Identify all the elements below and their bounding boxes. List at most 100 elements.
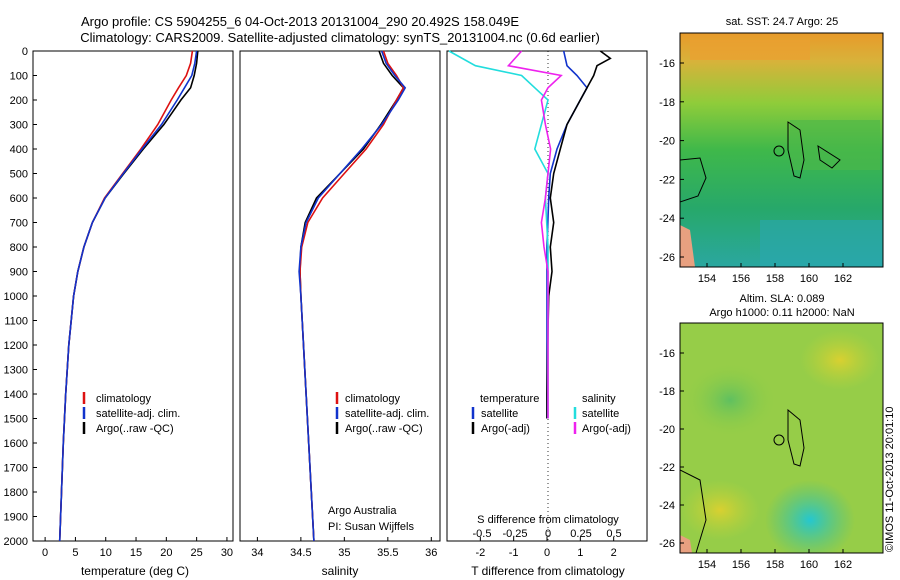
temperature-xlabel: temperature (deg C) xyxy=(81,564,189,578)
temperature-tick-label: 30 xyxy=(221,547,233,559)
temperature-tick-label: 10 xyxy=(100,547,112,559)
legend-title-salinity: salinity xyxy=(582,393,616,405)
coastline xyxy=(680,469,707,553)
salinity-tick-label: 36 xyxy=(425,547,437,559)
diff-tick-label: -2 xyxy=(475,547,485,559)
argo-australia-note: Argo Australia xyxy=(328,505,397,517)
map-lat-label: -20 xyxy=(659,424,675,436)
temperature-tick-label: 5 xyxy=(72,547,78,559)
temperature-tick-label: 25 xyxy=(191,547,203,559)
reef-outline xyxy=(787,121,805,179)
depth-tick-label: 0 xyxy=(22,46,28,58)
sdiff-tick-label: 0 xyxy=(545,528,551,540)
map-lat-label: -16 xyxy=(659,58,675,70)
depth-tick-label: 2000 xyxy=(4,536,28,548)
map-lon-label: 154 xyxy=(698,559,716,571)
land xyxy=(680,535,692,553)
legend-label-satellite: satellite-adj. clim. xyxy=(345,408,429,420)
depth-tick-label: 1100 xyxy=(4,316,28,328)
sla-map: Altim. SLA: 0.089 Argo h1000: 0.11 h2000… xyxy=(659,293,884,571)
salinity-tick-label: 35 xyxy=(338,547,350,559)
depth-tick-label: 1400 xyxy=(4,389,28,401)
argo-position-marker xyxy=(773,434,785,446)
coastline xyxy=(680,157,707,203)
depth-tick-label: 1700 xyxy=(4,463,28,475)
difference-panel: -2 -1 0 1 2 -0.5 -0.25 0 0.25 0.5 S difference fr… xyxy=(446,50,648,578)
sla-eddy xyxy=(680,360,780,440)
sst-patch xyxy=(760,220,883,267)
map-lon-label: 160 xyxy=(800,559,818,571)
sdiff-tick-label: -0.5 xyxy=(473,528,492,540)
salinity-tick-label: 34.5 xyxy=(290,547,311,559)
figure-title-line2: Climatology: CARS2009. Satellite-adjuste… xyxy=(80,30,600,45)
temperature-panel: 0100200300400500600700800900100011001200… xyxy=(4,46,451,578)
map-lat-label: -18 xyxy=(659,97,675,109)
temperature-series-1 xyxy=(58,50,198,542)
temperature-lines xyxy=(58,50,199,542)
t-difference-label: T difference from climatology xyxy=(471,564,625,578)
temperature-tick-label: 15 xyxy=(130,547,142,559)
depth-tick-label: 1300 xyxy=(4,365,28,377)
reef-outline xyxy=(787,408,805,467)
legend-label-s-argo: Argo(-adj) xyxy=(582,423,631,435)
map-lat-label: -26 xyxy=(659,538,675,550)
salinity-legend: climatology satellite-adj. clim. Argo(..… xyxy=(335,392,429,435)
difference-x-axis: -2 -1 0 1 2 -0.5 -0.25 0 0.25 0.5 xyxy=(473,528,622,559)
difference-series-3 xyxy=(506,50,563,419)
sla-map-title1: Altim. SLA: 0.089 xyxy=(740,293,825,305)
temperature-tick-label: 0 xyxy=(42,547,48,559)
map-lat-label: -20 xyxy=(659,136,675,148)
depth-tick-label: 700 xyxy=(10,218,28,230)
map-lat-label: -18 xyxy=(659,386,675,398)
map-lat-label: -16 xyxy=(659,348,675,360)
salinity-x-axis: 34 34.5 35 35.5 36 xyxy=(251,537,437,559)
depth-tick-label: 800 xyxy=(10,242,28,254)
temperature-axes xyxy=(32,50,234,542)
legend-label-s-satellite: satellite xyxy=(582,408,619,420)
sdiff-tick-label: 0.25 xyxy=(570,528,591,540)
map-lat-label: -24 xyxy=(659,213,675,225)
depth-tick-label: 1000 xyxy=(4,291,28,303)
sla-eddy xyxy=(680,480,760,540)
sst-map-frame xyxy=(679,32,884,268)
sst-map: sat. SST: 24.7 Argo: 25 -16-18-20-22-24-… xyxy=(659,16,884,285)
legend-label-climatology: climatology xyxy=(96,393,152,405)
sdiff-tick-label: -0.25 xyxy=(502,528,527,540)
diff-tick-label: 2 xyxy=(611,547,617,559)
difference-lines xyxy=(448,50,612,419)
figure-title-line1: Argo profile: CS 5904255_6 04-Oct-2013 2… xyxy=(81,14,519,29)
depth-tick-label: 100 xyxy=(10,71,28,83)
salinity-tick-label: 35.5 xyxy=(377,547,398,559)
depth-tick-label: 1900 xyxy=(4,512,28,524)
diff-tick-label: -1 xyxy=(509,547,519,559)
map-lon-label: 160 xyxy=(800,273,818,285)
depth-tick-label: 900 xyxy=(10,267,28,279)
map-lon-label: 158 xyxy=(766,559,784,571)
depth-tick-label: 1200 xyxy=(4,340,28,352)
s-difference-label: S difference from climatology xyxy=(477,514,619,526)
sla-map-axes: -16 -18 -20 -22 -24 -26 154 156 158 160 162 xyxy=(659,348,852,571)
temperature-x-axis: 0 5 10 15 20 25 30 xyxy=(42,537,233,559)
legend-label-t-satellite: satellite xyxy=(481,408,518,420)
map-lon-label: 162 xyxy=(834,559,852,571)
map-lat-label: -22 xyxy=(659,174,675,186)
argo-position-marker xyxy=(773,145,785,157)
difference-legend: temperature satellite Argo(-adj) salinit… xyxy=(471,393,631,435)
map-lat-label: -26 xyxy=(659,252,675,264)
depth-tick-label: 500 xyxy=(10,169,28,181)
map-lon-label: 158 xyxy=(766,273,784,285)
diff-tick-label: 0 xyxy=(544,547,550,559)
map-lat-label: -22 xyxy=(659,462,675,474)
depth-tick-label: 1500 xyxy=(4,414,28,426)
pi-note: PI: Susan Wijffels xyxy=(328,521,414,533)
salinity-series-1 xyxy=(298,50,407,542)
sst-map-axes: -16 -18 -20 -22 -24 -26 154 156 158 160 162 xyxy=(659,58,852,285)
legend-label-argo: Argo(..raw -QC) xyxy=(96,423,174,435)
imos-credit: ©IMOS 11-Oct-2013 20:01:10 xyxy=(884,407,896,552)
salinity-panel: 34 34.5 35 35.5 36 salinity climatology sate… xyxy=(239,50,441,578)
depth-tick-label: 1600 xyxy=(4,438,28,450)
legend-label-climatology: climatology xyxy=(345,393,401,405)
difference-series-0 xyxy=(546,50,588,419)
legend-label-satellite: satellite-adj. clim. xyxy=(96,408,180,420)
